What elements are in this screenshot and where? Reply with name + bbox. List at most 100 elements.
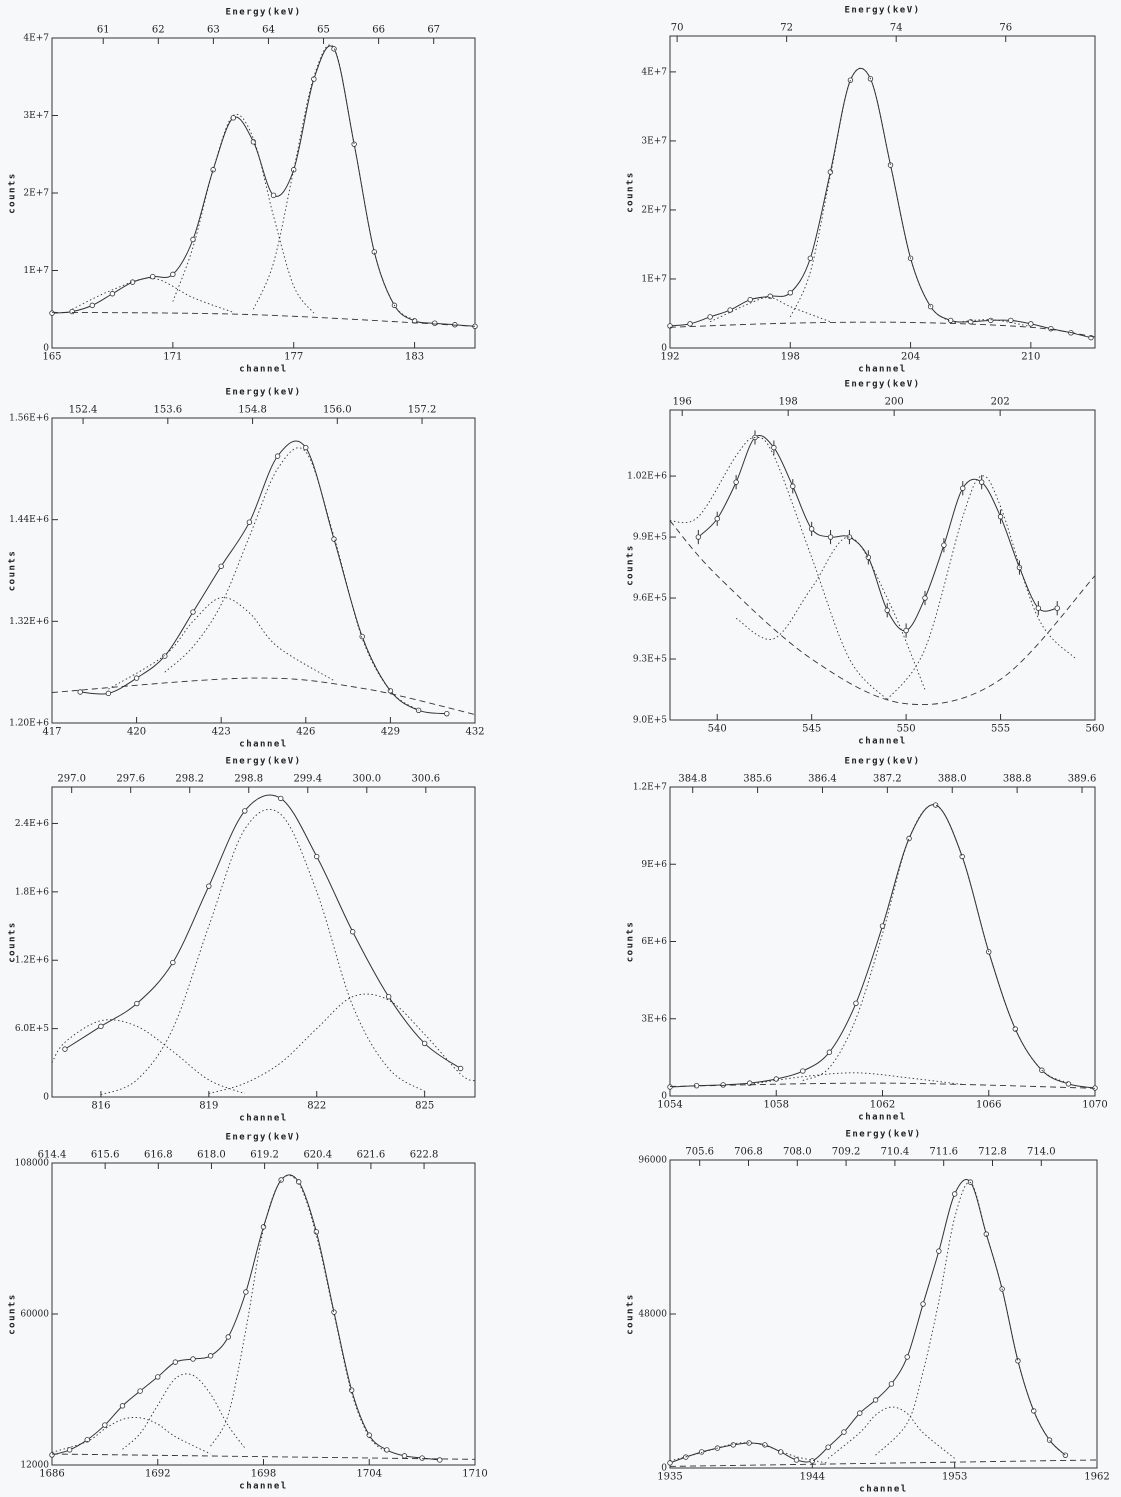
- data-point: [927, 303, 934, 310]
- data-point: [904, 1354, 910, 1360]
- data-point: [243, 1289, 249, 1295]
- y-axis-label: counts: [8, 550, 18, 592]
- y-tick-label: 96000: [638, 1156, 667, 1166]
- data-point: [314, 853, 320, 860]
- chart: 192 198 204 210 70 72 74 76 0 1E+7 2E+7 3E+7 4E+7 Ene…: [626, 6, 1096, 375]
- data-point: [771, 444, 777, 451]
- dashed-curve: [51, 1453, 476, 1460]
- data-point: [1065, 1081, 1072, 1087]
- data-point: [218, 563, 224, 569]
- data-point: [437, 1457, 443, 1463]
- data-point: [155, 1374, 161, 1380]
- y-tick-label: 2E+7: [641, 205, 667, 215]
- data-point: [260, 1224, 267, 1230]
- x-tick-label: 1953: [942, 1472, 967, 1483]
- data-point: [808, 526, 815, 532]
- data-point: [162, 653, 168, 659]
- data-point: [959, 853, 965, 860]
- data-point: [1062, 1452, 1069, 1458]
- y-tick-label: 2.4E+6: [15, 819, 49, 829]
- data-point: [109, 291, 116, 297]
- plot-frame: [669, 35, 1096, 349]
- x2-tick-label: 298.8: [234, 774, 263, 785]
- y-tick-label: 9.6E+5: [633, 594, 667, 604]
- data-point: [105, 690, 112, 697]
- solid-curve: [669, 804, 1096, 1089]
- dotted-curve: [51, 1417, 211, 1455]
- data-point: [968, 319, 974, 325]
- dashed-curve: [669, 1082, 1096, 1089]
- solid-curve: [51, 45, 476, 327]
- x2-tick-label: 710.4: [881, 1147, 910, 1158]
- dotted-curve: [669, 436, 888, 700]
- data-point: [89, 302, 95, 309]
- data-point: [807, 255, 814, 261]
- data-point: [1048, 325, 1054, 332]
- data-point: [348, 1387, 355, 1393]
- solid-curve: [697, 434, 1058, 632]
- x-tick-label: 417: [42, 727, 61, 738]
- x-tick-label: 177: [284, 352, 303, 363]
- data-point: [997, 514, 1004, 520]
- plot-frame: [51, 786, 476, 1098]
- x-tick-label: 429: [381, 727, 400, 738]
- data-point: [687, 321, 693, 327]
- data-point: [793, 1457, 800, 1463]
- dotted-curve: [802, 804, 1069, 1084]
- plot-frame: [51, 37, 476, 349]
- data-point: [246, 519, 253, 525]
- dotted-curve: [71, 277, 234, 313]
- x-tick-label: 423: [212, 727, 231, 738]
- x2-tick-label: 65: [317, 25, 330, 36]
- data-point: [331, 1309, 337, 1315]
- data-point: [190, 609, 196, 615]
- dotted-curve: [709, 297, 831, 323]
- x2-tick-label: 298.2: [175, 774, 204, 785]
- y-tick-label: 2E+7: [23, 189, 49, 199]
- x2-tick-label: 297.0: [57, 774, 86, 785]
- data-point: [303, 444, 309, 451]
- data-point: [978, 479, 985, 485]
- data-point: [1035, 605, 1042, 611]
- data-point: [733, 479, 739, 485]
- x2-tick-label: 300.0: [352, 774, 381, 785]
- data-point: [170, 271, 176, 278]
- x2-tick-label: 709.2: [832, 1147, 861, 1158]
- x-axis-label: channel: [858, 1113, 906, 1123]
- data-point: [827, 534, 834, 540]
- x2-axis-label: Energy(keV): [225, 1133, 301, 1143]
- solid-curve: [669, 67, 1092, 339]
- data-point: [800, 1068, 806, 1074]
- y-tick-label: 0: [661, 344, 667, 354]
- x2-tick-label: 202: [991, 397, 1010, 408]
- chart: 1054 1058 1062 1066 1070 384.8 385.6 386.4 387.2…: [626, 757, 1108, 1123]
- solid-curve: [51, 1174, 440, 1461]
- y-axis-label: counts: [8, 921, 18, 963]
- x-tick-label: 550: [897, 724, 916, 735]
- x-tick-label: 1070: [1082, 1100, 1107, 1111]
- x2-axis-label: Energy(keV): [225, 757, 301, 767]
- x-tick-label: 420: [127, 727, 146, 738]
- data-point: [225, 1334, 231, 1340]
- x2-tick-label: 153.6: [153, 405, 182, 416]
- data-point: [242, 808, 248, 814]
- data-point: [69, 308, 75, 315]
- x-tick-label: 1062: [870, 1100, 895, 1111]
- x-tick-label: 171: [163, 352, 182, 363]
- data-point: [951, 1191, 958, 1197]
- y-tick-label: 9.9E+5: [633, 533, 667, 543]
- data-point: [932, 802, 939, 808]
- x-tick-label: 1686: [39, 1469, 64, 1480]
- x-tick-label: 1058: [764, 1100, 789, 1111]
- x2-axis-label: Energy(keV): [844, 380, 920, 390]
- y-tick-label: 1E+7: [641, 274, 667, 284]
- data-point: [888, 1381, 895, 1387]
- x-tick-label: 545: [802, 724, 821, 735]
- plot-frame: [51, 417, 476, 724]
- data-point: [827, 169, 834, 175]
- dotted-curve: [749, 1072, 963, 1085]
- x-axis-label: channel: [239, 740, 287, 750]
- x-tick-label: 210: [1021, 352, 1040, 363]
- data-point: [1015, 1358, 1021, 1364]
- data-point: [49, 310, 55, 316]
